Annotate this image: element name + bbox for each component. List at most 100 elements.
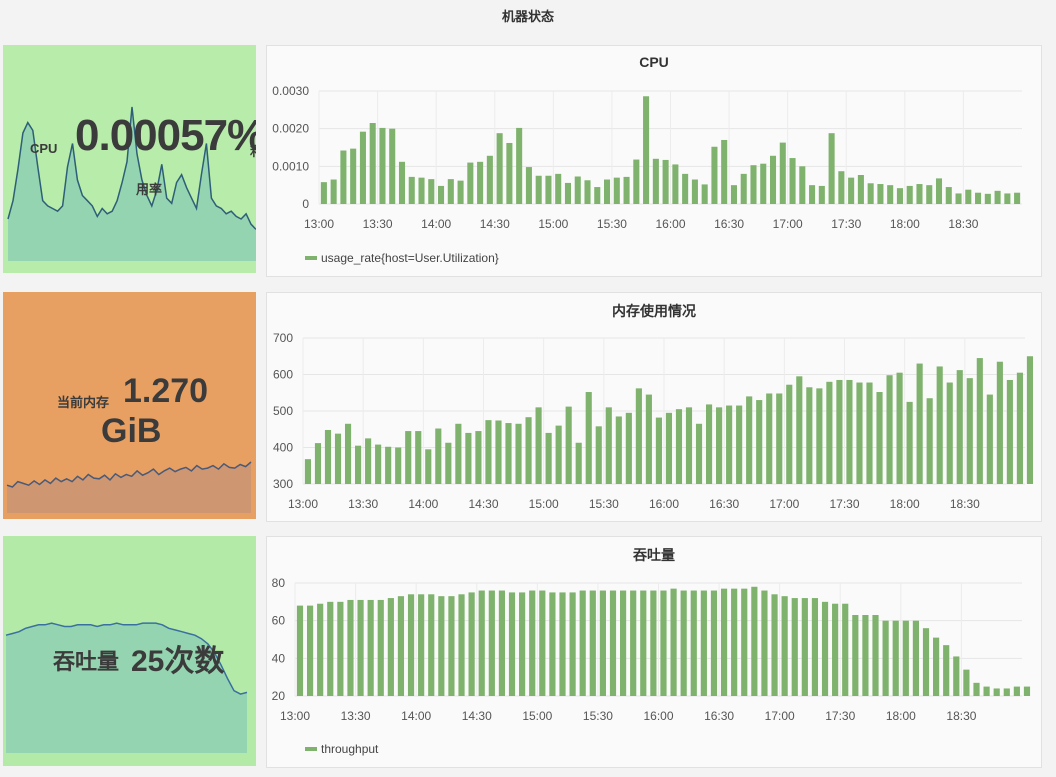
bar: [615, 416, 622, 484]
bar: [506, 142, 513, 204]
bar: [750, 165, 757, 204]
bar: [862, 615, 869, 696]
y-tick-label: 80: [272, 576, 286, 590]
throughput-stat-value: 25次数: [131, 645, 225, 678]
cpu-legend-label: usage_rate{host=User.Utilization}: [321, 251, 499, 265]
cpu-chart-panel[interactable]: CPU 0 0.0010 0.0020 0.0030 13:00 13:30 14:00 14…: [266, 45, 1042, 277]
cpu-stat-panel[interactable]: CPU 0.00057% 利 用率: [3, 45, 256, 273]
y-tick-label: 0.0030: [272, 84, 309, 98]
bar: [468, 592, 475, 696]
bar: [584, 180, 591, 204]
bar: [801, 598, 808, 696]
bar: [916, 363, 923, 484]
throughput-legend-label: throughput: [321, 742, 379, 756]
bar: [791, 598, 798, 696]
bar: [984, 193, 991, 204]
memory-chart-panel[interactable]: 内存使用情况 300 400 500 600 700 13:00 13:30 14:00 14:…: [266, 292, 1042, 522]
bar: [935, 178, 943, 204]
bar: [447, 179, 454, 204]
bar: [682, 173, 689, 204]
bar: [359, 131, 366, 204]
bar: [781, 596, 788, 696]
bar: [387, 598, 394, 696]
bar: [760, 163, 767, 204]
cpu-stat-label: CPU: [30, 141, 58, 156]
cpu-stat-suffix: 利: [250, 141, 256, 160]
x-tick-label: 16:00: [643, 709, 673, 723]
bar: [655, 417, 662, 484]
x-tick-label: 13:00: [280, 709, 310, 723]
bar: [418, 594, 425, 696]
memory-sparkline: [6, 461, 252, 513]
dashboard-title: 机器状态: [501, 9, 554, 24]
bar: [842, 603, 849, 696]
bar: [896, 372, 903, 484]
x-tick-label: 13:30: [348, 497, 378, 511]
sparkline-area: [7, 462, 251, 513]
sparkline-area: [6, 623, 247, 753]
bar: [428, 179, 435, 204]
throughput-stat-label: 吞吐量: [53, 649, 120, 674]
bar: [877, 184, 884, 204]
bar: [976, 358, 983, 484]
bar: [771, 594, 778, 696]
bar: [415, 431, 422, 484]
bar: [594, 187, 601, 204]
sparkline-line: [7, 106, 256, 230]
x-tick-label: 17:00: [773, 217, 803, 231]
bar: [438, 185, 445, 204]
x-tick-label: 18:00: [886, 709, 916, 723]
throughput-stat-panel[interactable]: 吞吐量 25次数: [3, 536, 256, 766]
bar: [896, 188, 903, 204]
bar: [579, 590, 586, 696]
bar: [334, 433, 342, 484]
bar: [635, 388, 642, 484]
throughput-chart-panel[interactable]: 吞吐量 20 40 60 80 13:00 13:30 14:00 14:30 15:00 15:…: [266, 536, 1042, 768]
bar: [344, 423, 352, 484]
bar: [769, 155, 777, 204]
bar: [357, 599, 364, 696]
y-tick-label: 60: [272, 614, 286, 628]
x-tick-label: 16:30: [709, 497, 739, 511]
memory-stat-panel[interactable]: 当前内存 1.270 GiB: [3, 292, 256, 519]
x-tick-label: 13:00: [304, 217, 334, 231]
bar: [565, 406, 572, 484]
bar: [660, 590, 667, 696]
y-tick-label: 0: [302, 197, 309, 211]
bar: [496, 133, 503, 204]
bar: [821, 601, 829, 696]
x-tick-label: 18:30: [948, 217, 978, 231]
bar: [395, 447, 402, 484]
x-tick-label: 15:30: [597, 217, 627, 231]
y-tick-label: 0.0020: [272, 122, 309, 136]
x-tick-label: 18:00: [890, 217, 920, 231]
bar: [809, 185, 816, 204]
bar: [892, 620, 899, 696]
sparkline-line: [6, 461, 252, 488]
x-tick-label: 13:30: [341, 709, 371, 723]
bar: [799, 166, 806, 204]
bar: [956, 370, 963, 484]
bar: [306, 605, 314, 696]
bar: [730, 185, 737, 204]
bar: [405, 431, 412, 484]
bar: [652, 158, 659, 204]
bar: [796, 376, 803, 484]
bar: [574, 176, 581, 204]
bar: [736, 405, 743, 484]
x-tick-label: 14:00: [401, 709, 431, 723]
bar: [589, 590, 596, 696]
bar: [746, 396, 753, 484]
bar: [906, 401, 913, 485]
throughput-chart-legend[interactable]: throughput: [305, 742, 378, 756]
y-tick-label: 0.0010: [272, 159, 309, 173]
bar: [751, 586, 758, 696]
bar: [535, 175, 542, 204]
bar: [569, 592, 576, 696]
bar: [645, 394, 652, 484]
x-tick-label: 15:30: [589, 497, 619, 511]
bar: [912, 620, 919, 696]
bar: [623, 176, 630, 204]
y-tick-label: 400: [273, 441, 293, 455]
cpu-chart-legend[interactable]: usage_rate{host=User.Utilization}: [305, 251, 499, 265]
